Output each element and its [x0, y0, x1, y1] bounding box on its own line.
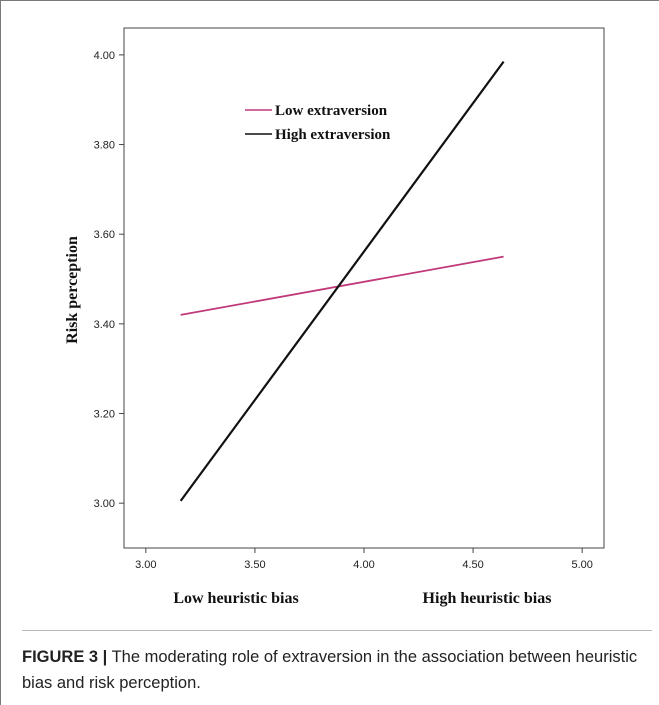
legend-label: Low extraversion	[275, 103, 388, 119]
x-tick-label: 4.00	[353, 559, 374, 571]
figure-caption: FIGURE 3 | The moderating role of extrav…	[22, 644, 642, 696]
x-category-label-low: Low heuristic bias	[173, 590, 298, 607]
y-tick-label: 4.00	[94, 50, 115, 62]
x-tick-label: 5.00	[571, 559, 592, 571]
y-tick-label: 3.40	[94, 319, 115, 331]
y-tick-label: 3.20	[94, 409, 115, 421]
series-lines	[179, 60, 505, 502]
figure-frame-top	[0, 0, 659, 1]
x-tick-label: 3.50	[244, 559, 265, 571]
y-tick-label: 3.00	[94, 498, 115, 510]
series-line-low-extraversion	[180, 255, 504, 316]
x-tick-label: 4.50	[462, 559, 483, 571]
plot-area	[123, 27, 605, 549]
caption-rule	[22, 630, 652, 631]
x-category-label-high: High heuristic bias	[423, 590, 552, 607]
y-axis: 3.00 3.20 3.40 3.60 3.80 4.00	[94, 50, 124, 510]
line-chart: 3.00 3.20 3.40 3.60 3.80 4.00 3.00 3.50 4.00 4.5…	[64, 27, 605, 607]
y-tick-label: 3.80	[94, 140, 115, 152]
legend: Low extraversion High extraversion	[245, 103, 391, 143]
figure-frame-left	[0, 0, 1, 705]
x-tick-label: 3.00	[135, 559, 156, 571]
series-line-high-extraversion	[179, 60, 505, 502]
figure-label: FIGURE 3 |	[22, 648, 108, 666]
caption-text: The moderating role of extraversion in t…	[22, 648, 638, 692]
legend-label: High extraversion	[275, 127, 391, 143]
y-tick-label: 3.60	[94, 229, 115, 241]
x-axis: 3.00 3.50 4.00 4.50 5.00	[135, 548, 593, 571]
y-axis-label: Risk perception	[64, 236, 81, 344]
